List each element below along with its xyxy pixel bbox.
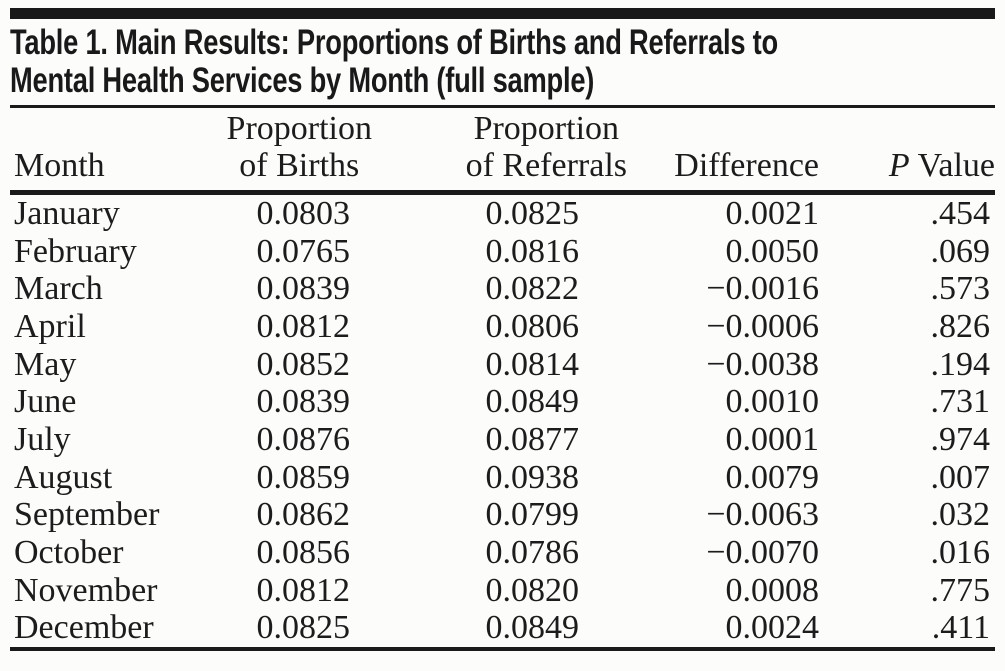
table-row: January 0.0803 0.0825 0.0021 .454 [10, 193, 995, 233]
results-table: Month Proportion of Births Proportion of R… [10, 108, 995, 651]
cell-difference: −0.0016 [706, 270, 819, 308]
column-header-difference: Difference [627, 108, 819, 195]
cell-p-value: .069 [930, 232, 991, 270]
cell-month: July [14, 420, 71, 458]
cell-p-value: .826 [930, 307, 991, 345]
cell-month: April [14, 307, 86, 345]
cell-proportion-of-births: 0.0856 [256, 533, 351, 571]
cell-proportion-of-births: 0.0876 [256, 420, 351, 458]
cell-p-value: .411 [931, 609, 990, 647]
header-row: Month Proportion of Births Proportion of R… [10, 108, 995, 195]
cell-month: March [14, 270, 103, 308]
cell-proportion-of-referrals: 0.0938 [485, 458, 580, 496]
cell-proportion-of-births: 0.0859 [256, 458, 351, 496]
header-births-line2: of Births [239, 147, 360, 184]
table-row: September 0.0862 0.0799 −0.0063 .032 [10, 496, 995, 534]
cell-month: February [14, 232, 137, 270]
title-divider-rule [10, 105, 995, 108]
p-value-rest: Value [909, 147, 995, 184]
cell-proportion-of-referrals: 0.0799 [485, 496, 580, 534]
cell-difference: 0.0008 [725, 571, 820, 609]
cell-month: August [14, 458, 113, 496]
cell-proportion-of-referrals: 0.0822 [485, 270, 580, 308]
cell-month: May [14, 345, 77, 383]
cell-difference: −0.0006 [706, 307, 819, 345]
cell-p-value: .974 [930, 420, 991, 458]
table-row: August 0.0859 0.0938 0.0079 .007 [10, 459, 995, 497]
cell-month: December [14, 609, 154, 647]
table-row: April 0.0812 0.0806 −0.0006 .826 [10, 308, 995, 346]
cell-proportion-of-referrals: 0.0816 [485, 232, 580, 270]
table-title-line1: Table 1. Main Results: Proportions of Bi… [10, 23, 778, 62]
cell-proportion-of-referrals: 0.0806 [485, 307, 580, 345]
cell-p-value: .007 [930, 458, 991, 496]
cell-difference: 0.0021 [725, 195, 820, 232]
cell-month: January [14, 195, 120, 232]
cell-difference: 0.0024 [725, 609, 820, 647]
cell-difference: 0.0001 [725, 420, 820, 458]
header-referrals-line2: of Referrals [465, 147, 627, 184]
table-header: Month Proportion of Births Proportion of R… [10, 108, 995, 195]
cell-proportion-of-births: 0.0765 [256, 232, 351, 270]
cell-proportion-of-births: 0.0862 [256, 496, 351, 534]
cell-proportion-of-births: 0.0803 [256, 195, 351, 232]
column-header-month: Month [10, 108, 210, 195]
cell-difference: −0.0038 [706, 345, 819, 383]
cell-difference: −0.0070 [706, 533, 819, 571]
cell-proportion-of-referrals: 0.0849 [485, 609, 580, 647]
column-header-proportion-of-referrals: Proportion of Referrals [372, 108, 627, 195]
table-row: June 0.0839 0.0849 0.0010 .731 [10, 383, 995, 421]
cell-proportion-of-referrals: 0.0786 [485, 533, 580, 571]
cell-difference: 0.0050 [725, 232, 820, 270]
p-value-italic-p: P [888, 147, 910, 184]
cell-p-value: .775 [930, 571, 991, 609]
column-header-proportion-of-births: Proportion of Births [210, 108, 372, 195]
cell-proportion-of-births: 0.0812 [256, 571, 351, 609]
table-title: Table 1. Main Results: Proportions of Bi… [10, 24, 995, 100]
table-row: February 0.0765 0.0816 0.0050 .069 [10, 233, 995, 271]
table-title-line2: Mental Health Services by Month (full sa… [10, 61, 595, 100]
cell-p-value: .194 [930, 345, 991, 383]
table-row: December 0.0825 0.0849 0.0024 .411 [10, 609, 995, 649]
cell-proportion-of-referrals: 0.0825 [485, 195, 580, 232]
table-row: July 0.0876 0.0877 0.0001 .974 [10, 421, 995, 459]
header-referrals-wrap: Proportion of Referrals [466, 110, 627, 184]
cell-proportion-of-referrals: 0.0877 [485, 420, 580, 458]
cell-month: October [14, 533, 124, 571]
cell-p-value: .016 [930, 533, 991, 571]
column-header-p-value: P Value [819, 108, 995, 195]
cell-proportion-of-referrals: 0.0849 [485, 383, 580, 421]
cell-month: June [14, 383, 77, 421]
cell-p-value: .454 [930, 195, 991, 232]
cell-p-value: .731 [930, 383, 991, 421]
cell-p-value: .573 [930, 270, 991, 308]
cell-month: September [14, 496, 160, 534]
header-births-wrap: Proportion of Births [227, 110, 372, 184]
cell-proportion-of-births: 0.0839 [256, 270, 351, 308]
cell-proportion-of-referrals: 0.0820 [485, 571, 580, 609]
cell-difference: −0.0063 [706, 496, 819, 534]
cell-proportion-of-births: 0.0812 [256, 307, 351, 345]
header-births-line1: Proportion [226, 110, 372, 147]
header-referrals-line1: Proportion [473, 110, 620, 147]
cell-difference: 0.0010 [725, 383, 820, 421]
table-row: October 0.0856 0.0786 −0.0070 .016 [10, 534, 995, 572]
table-row: November 0.0812 0.0820 0.0008 .775 [10, 572, 995, 610]
cell-proportion-of-births: 0.0825 [256, 609, 351, 647]
cell-difference: 0.0079 [725, 458, 820, 496]
table-row: May 0.0852 0.0814 −0.0038 .194 [10, 346, 995, 384]
table-row: March 0.0839 0.0822 −0.0016 .573 [10, 270, 995, 308]
cell-proportion-of-births: 0.0839 [256, 383, 351, 421]
table-body: January 0.0803 0.0825 0.0021 .454 Februa… [10, 193, 995, 649]
cell-proportion-of-births: 0.0852 [256, 345, 351, 383]
cell-proportion-of-referrals: 0.0814 [485, 345, 580, 383]
page: Table 1. Main Results: Proportions of Bi… [0, 8, 1005, 651]
cell-p-value: .032 [930, 496, 991, 534]
top-rule-bar [10, 8, 995, 19]
cell-month: November [14, 571, 158, 609]
